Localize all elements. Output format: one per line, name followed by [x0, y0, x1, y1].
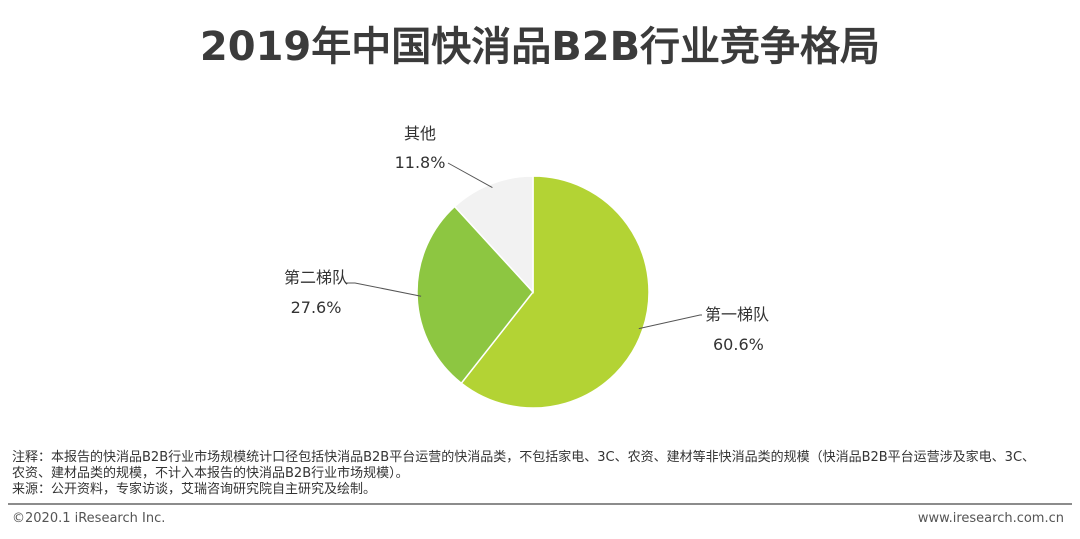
pie-slice-2 [416, 205, 534, 385]
copyright-text: ©2020.1 iResearch Inc. [12, 511, 166, 526]
website-link[interactable]: www.iresearch.com.cn [917, 511, 1064, 526]
slice-label-3: 其他 [404, 124, 436, 143]
chart-title: 2019年中国快消品B2B行业竞争格局 [199, 24, 881, 70]
slice-value-3: 11.8% [395, 153, 446, 172]
leader-line-3 [447, 162, 493, 189]
leader-lines [346, 162, 702, 330]
slice-label-1: 第一梯队 [705, 305, 769, 324]
pie-chart: 第一梯队 60.6% 第二梯队 27.6% 其他 11.8% [284, 124, 769, 409]
slice-value-1: 60.6% [713, 335, 764, 354]
slice-labels: 第一梯队 60.6% 第二梯队 27.6% 其他 11.8% [284, 124, 769, 354]
pie-slice-1 [460, 175, 650, 409]
leader-line-1 [638, 314, 702, 330]
source-line: 来源：公开资料，专家访谈，艾瑞咨询研究院自主研究及绘制。 [12, 482, 377, 497]
pie-slice-3 [453, 175, 534, 294]
slice-value-2: 27.6% [291, 298, 342, 317]
leader-line-2 [346, 282, 422, 297]
note-line-1: 注释：本报告的快消品B2B行业市场规模统计口径包括快消品B2B平台运营的快消品类… [12, 450, 1036, 465]
pie-slices [416, 175, 650, 409]
slice-label-2: 第二梯队 [284, 268, 348, 287]
note-line-2: 农资、建材品类的规模，不计入本报告的快消品B2B行业市场规模）。 [12, 466, 409, 481]
chart-notes: 注释：本报告的快消品B2B行业市场规模统计口径包括快消品B2B平台运营的快消品类… [12, 450, 1072, 498]
footer-divider [8, 503, 1072, 505]
